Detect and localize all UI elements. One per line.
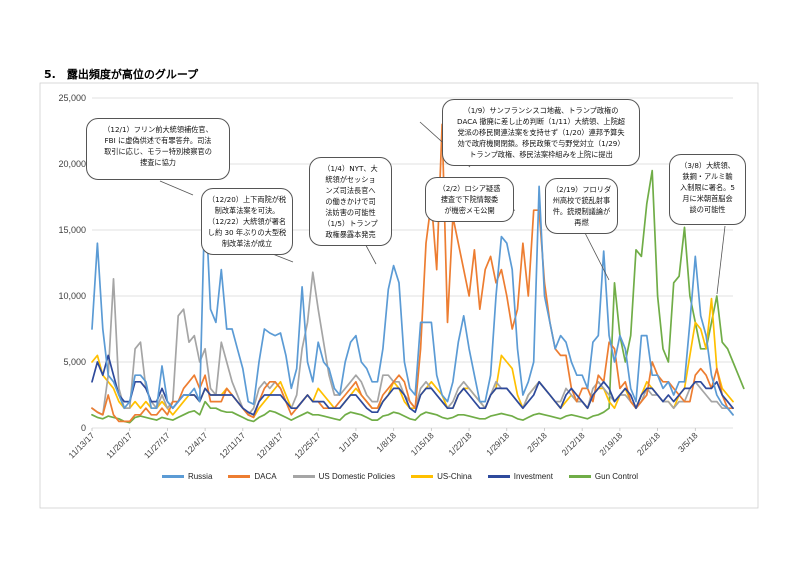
x-tick-label: 1/22/18 — [446, 430, 473, 457]
series-line-daca — [91, 123, 734, 423]
annotation-leader — [716, 225, 726, 295]
annotation-callout: （3/8）大統領、 鉄鋼・アルミ輸 入制限に署名。5 月に米朝首脳会 談の可能性 — [669, 154, 746, 225]
legend-label: US-China — [437, 472, 472, 481]
legend-swatch — [161, 475, 184, 478]
legend-swatch — [487, 475, 510, 478]
legend-item: Russia — [161, 472, 213, 481]
legend-item: DACA — [228, 472, 277, 481]
x-tick-label: 12/25/17 — [292, 430, 323, 461]
x-tick-label: 1/1/18 — [337, 430, 361, 454]
y-tick-label: 5,000 — [63, 357, 86, 367]
legend-label: DACA — [254, 472, 277, 481]
x-tick-label: 11/27/17 — [142, 430, 172, 460]
legend-swatch — [228, 475, 251, 478]
x-tick-label: 3/5/18 — [676, 430, 700, 454]
legend-item: Gun Control — [568, 472, 639, 481]
annotation-callout: （2/19）フロリダ 州高校で銃乱射事 件。銃規制議論が 再燃 — [545, 178, 618, 234]
x-tick-label: 1/8/18 — [374, 430, 398, 454]
legend-item: US Domestic Policies — [292, 472, 396, 481]
chart-legend: Russia DACA US Domestic Policies US-China In… — [0, 472, 800, 481]
chart-frame — [39, 82, 759, 509]
legend-swatch — [568, 475, 591, 478]
x-tick-label: 1/29/18 — [484, 430, 511, 457]
annotation-callout: （2/2）ロシア疑惑 捜査で下院情報委 が機密メモ公開 — [425, 177, 514, 222]
legend-label: Gun Control — [594, 472, 639, 481]
legend-item: US-China — [411, 472, 472, 481]
series-line-gun-control — [91, 169, 745, 424]
legend-swatch — [292, 475, 315, 478]
y-tick-label: 15,000 — [58, 225, 86, 235]
legend-swatch — [411, 475, 434, 478]
annotation-callout: （1/4）NYT、大 統領がセッショ ンズ司法長官へ の働きかけで司 法妨害の可… — [309, 157, 392, 246]
annotation-callout: （1/9）サンフランシスコ地裁、トランプ政権の DACA 撤廃に差し止め判断（1… — [442, 99, 640, 166]
x-tick-label: 2/26/18 — [635, 430, 662, 457]
series-line-russia — [91, 185, 734, 416]
x-tick-label: 12/18/17 — [254, 430, 285, 461]
annotation-leader — [159, 180, 194, 196]
legend-label: Russia — [187, 472, 213, 481]
page-heading: 5. 露出頻度が高位のグループ — [44, 68, 199, 81]
annotation-callout: （12/1）フリン前大統領補佐官、 FBI に虚偽供述で有罪答弁。司法 取引に応… — [86, 118, 230, 180]
x-tick-label: 11/13/17 — [66, 430, 96, 460]
y-tick-label: 25,000 — [58, 93, 86, 103]
x-tick-label: 1/15/18 — [409, 430, 436, 457]
y-tick-label: 10,000 — [58, 291, 86, 301]
legend-label: US Domestic Policies — [318, 472, 396, 481]
annotation-callout: （12/20）上下両院が税 制改革法案を可決。 （12/22）大統領が署名 し約… — [201, 188, 293, 255]
annotation-leader — [583, 230, 610, 281]
x-tick-label: 2/19/18 — [597, 430, 624, 457]
y-tick-label: 20,000 — [58, 159, 86, 169]
x-tick-label: 11/20/17 — [104, 430, 134, 460]
x-tick-label: 2/5/18 — [525, 430, 549, 454]
x-tick-label: 12/4/17 — [182, 430, 209, 457]
y-tick-label: 0 — [81, 423, 86, 433]
x-tick-label: 2/12/18 — [559, 430, 586, 457]
legend-item: Investment — [487, 472, 553, 481]
legend-label: Investment — [513, 472, 553, 481]
x-tick-label: 12/11/17 — [217, 430, 247, 460]
